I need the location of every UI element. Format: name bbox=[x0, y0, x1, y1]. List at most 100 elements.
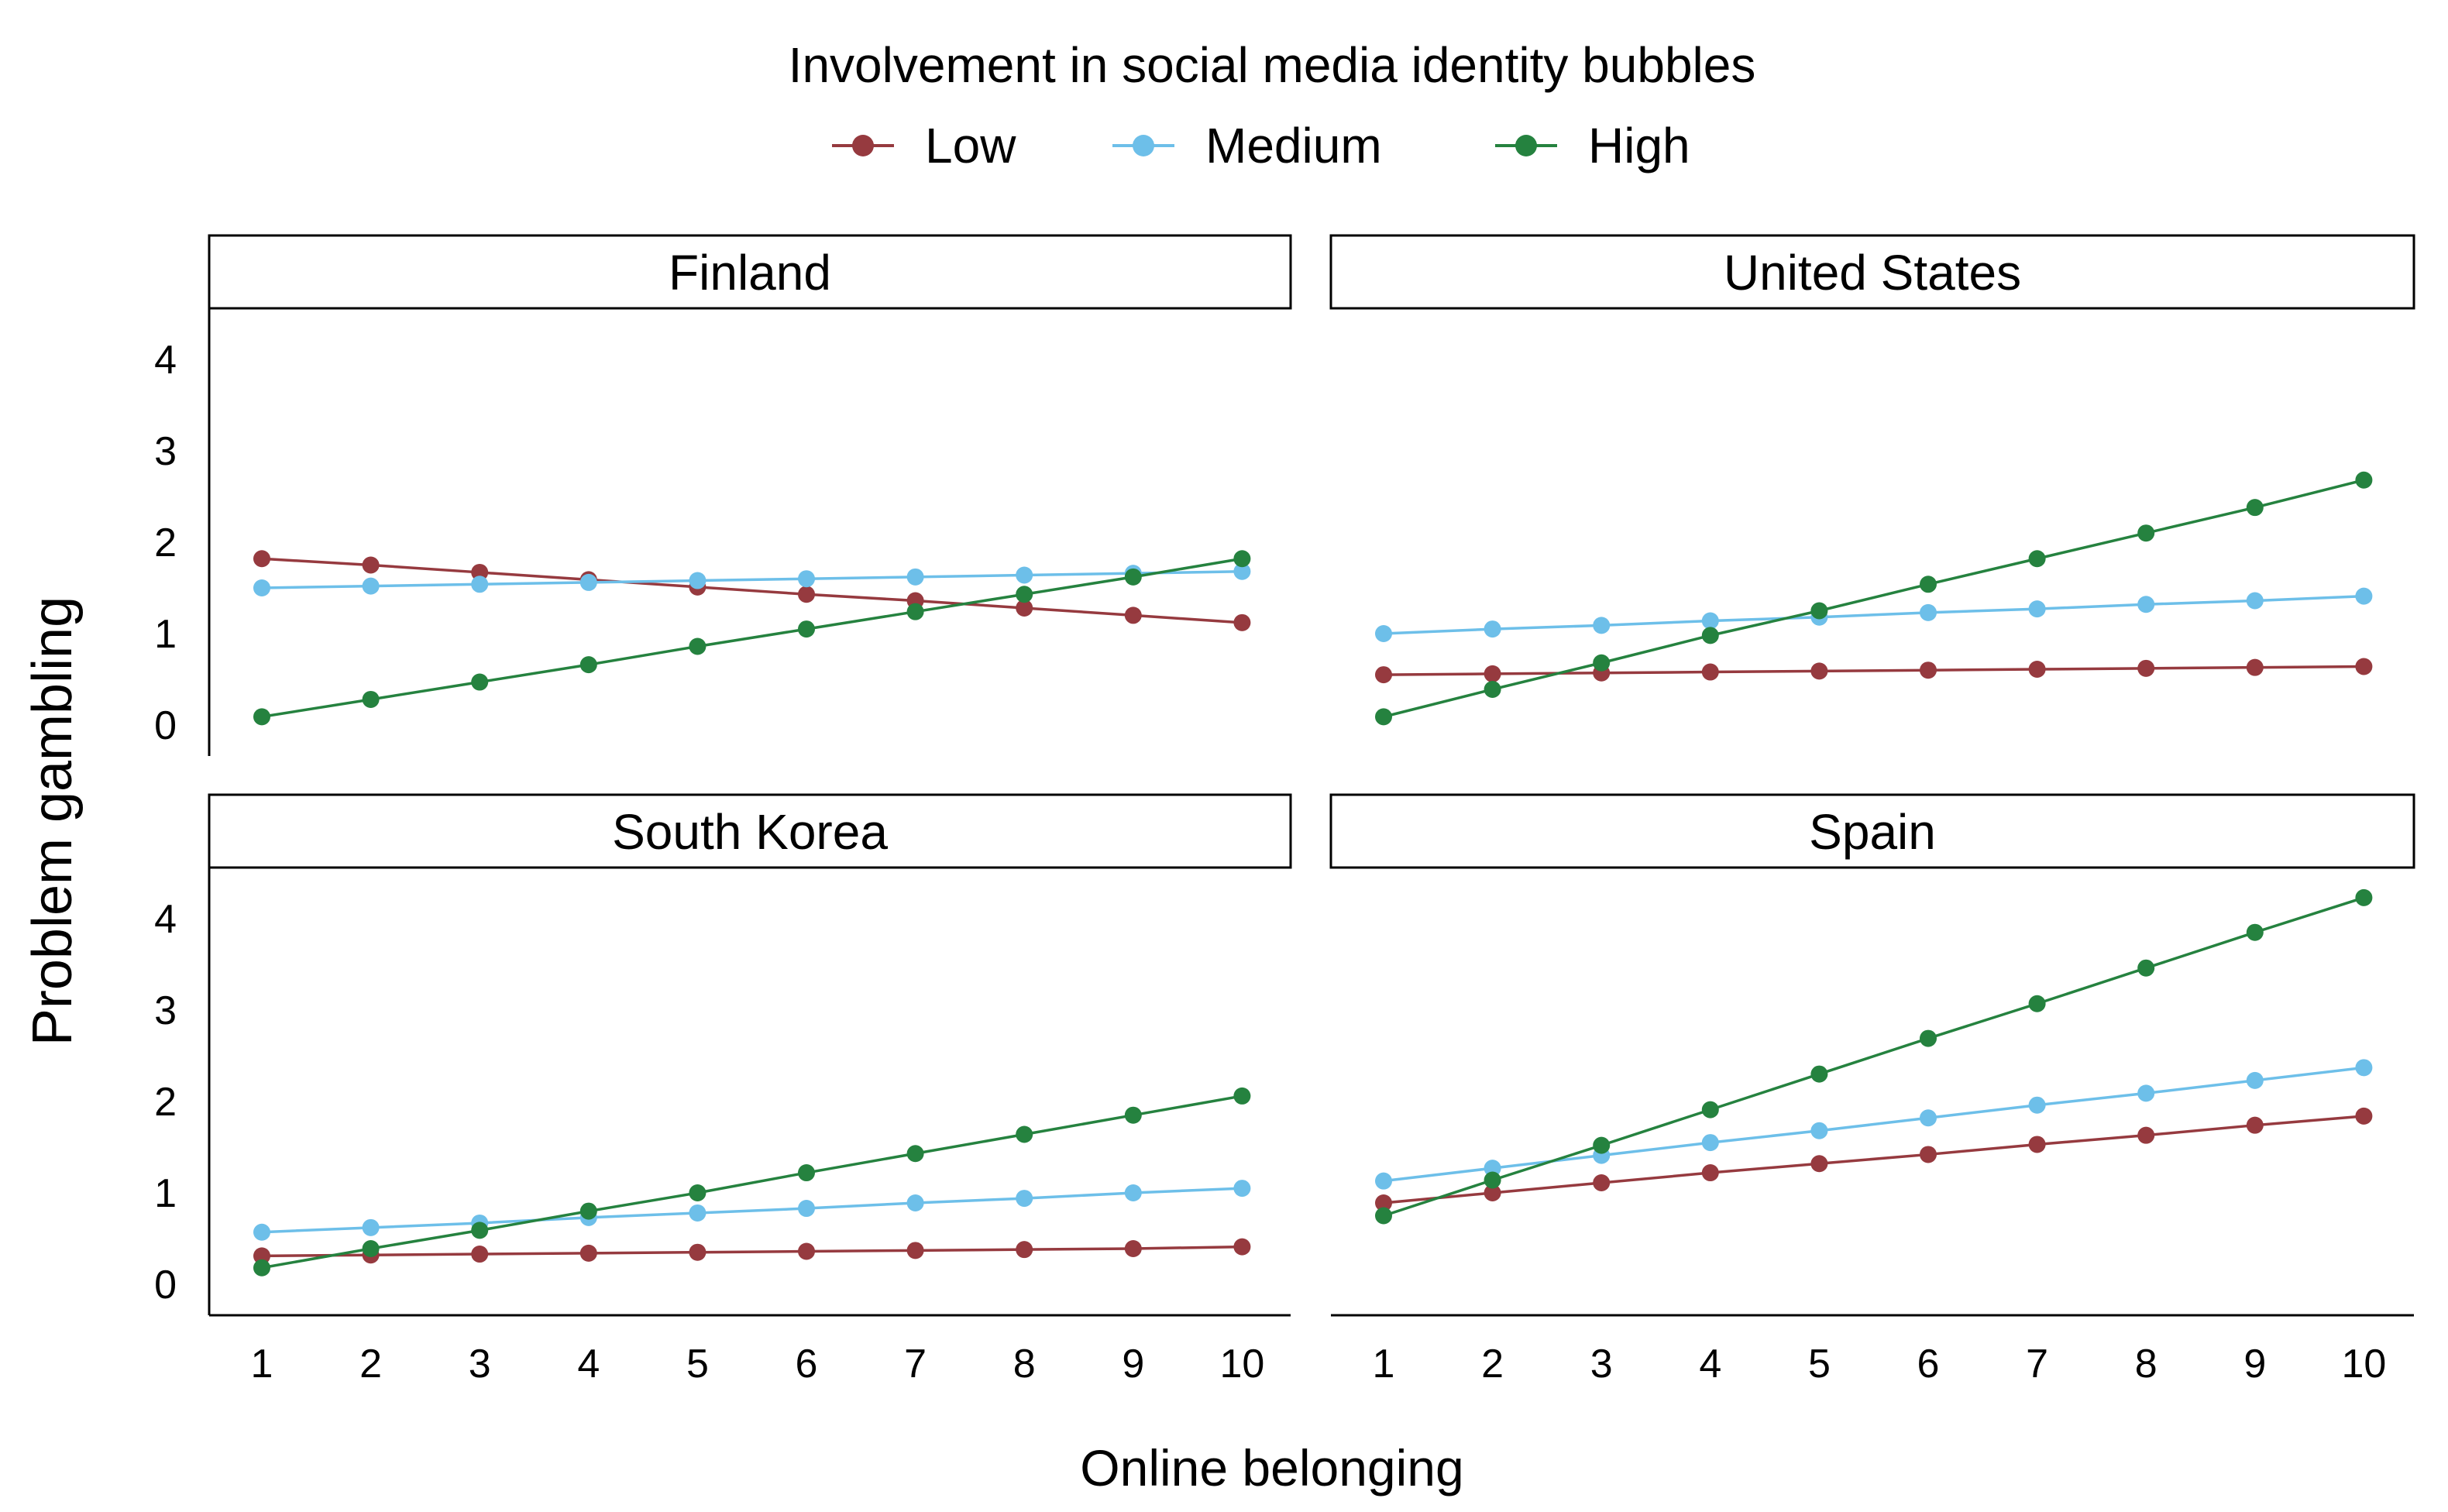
data-point-finland-low[interactable] bbox=[798, 586, 815, 603]
data-point-finland-low[interactable] bbox=[1124, 607, 1142, 624]
data-point-spain-medium[interactable] bbox=[1701, 1134, 1719, 1152]
data-point-finland-medium[interactable] bbox=[471, 576, 489, 593]
data-point-south-korea-high[interactable] bbox=[906, 1145, 924, 1163]
data-point-united-states-high[interactable] bbox=[1375, 708, 1392, 726]
data-point-spain-low[interactable] bbox=[1375, 1194, 1392, 1211]
data-point-spain-low[interactable] bbox=[1701, 1164, 1719, 1182]
data-point-spain-low[interactable] bbox=[1920, 1146, 1937, 1163]
data-point-united-states-medium[interactable] bbox=[1484, 620, 1501, 638]
data-point-finland-high[interactable] bbox=[689, 637, 707, 655]
data-point-united-states-low[interactable] bbox=[1920, 662, 1937, 679]
data-point-united-states-low[interactable] bbox=[2355, 658, 2373, 675]
data-point-finland-high[interactable] bbox=[798, 620, 815, 638]
data-point-finland-low[interactable] bbox=[1233, 613, 1251, 631]
data-point-spain-low[interactable] bbox=[1810, 1155, 1828, 1173]
data-point-spain-medium[interactable] bbox=[1375, 1172, 1392, 1190]
data-point-south-korea-medium[interactable] bbox=[362, 1218, 380, 1236]
data-point-finland-low[interactable] bbox=[253, 550, 270, 568]
data-point-spain-low[interactable] bbox=[2137, 1126, 2155, 1144]
data-point-finland-low[interactable] bbox=[362, 556, 380, 574]
data-point-finland-medium[interactable] bbox=[689, 572, 707, 589]
data-point-finland-high[interactable] bbox=[362, 690, 380, 708]
data-point-united-states-high[interactable] bbox=[1701, 627, 1719, 644]
data-point-finland-high[interactable] bbox=[253, 708, 270, 726]
data-point-south-korea-low[interactable] bbox=[1124, 1239, 1142, 1257]
data-point-south-korea-high[interactable] bbox=[1124, 1106, 1142, 1124]
data-point-spain-high[interactable] bbox=[1484, 1171, 1501, 1189]
data-point-south-korea-high[interactable] bbox=[798, 1164, 815, 1182]
data-point-south-korea-low[interactable] bbox=[253, 1247, 270, 1265]
data-point-united-states-high[interactable] bbox=[2028, 550, 2046, 568]
data-point-united-states-high[interactable] bbox=[1484, 680, 1501, 698]
data-point-united-states-high[interactable] bbox=[1593, 654, 1611, 672]
data-point-united-states-medium[interactable] bbox=[2355, 587, 2373, 605]
data-point-united-states-high[interactable] bbox=[2246, 499, 2264, 517]
data-point-south-korea-medium[interactable] bbox=[253, 1223, 270, 1241]
data-point-south-korea-high[interactable] bbox=[362, 1239, 380, 1257]
data-point-south-korea-medium[interactable] bbox=[1016, 1190, 1033, 1208]
data-point-finland-medium[interactable] bbox=[798, 570, 815, 588]
data-point-united-states-low[interactable] bbox=[1484, 665, 1501, 682]
data-point-united-states-high[interactable] bbox=[1810, 602, 1828, 620]
data-point-spain-high[interactable] bbox=[1593, 1136, 1611, 1154]
data-point-finland-medium[interactable] bbox=[906, 568, 924, 586]
data-point-south-korea-high[interactable] bbox=[1016, 1125, 1033, 1143]
data-point-south-korea-medium[interactable] bbox=[798, 1200, 815, 1218]
data-point-finland-high[interactable] bbox=[1124, 568, 1142, 586]
data-point-south-korea-medium[interactable] bbox=[689, 1204, 707, 1222]
data-point-south-korea-low[interactable] bbox=[798, 1242, 815, 1260]
data-point-united-states-medium[interactable] bbox=[2246, 592, 2264, 610]
legend-item-high[interactable]: High bbox=[1495, 118, 1690, 174]
data-point-south-korea-low[interactable] bbox=[689, 1243, 707, 1261]
data-point-spain-medium[interactable] bbox=[1484, 1160, 1501, 1177]
data-point-spain-medium[interactable] bbox=[2246, 1071, 2264, 1089]
data-point-spain-high[interactable] bbox=[1701, 1101, 1719, 1119]
data-point-spain-low[interactable] bbox=[2355, 1107, 2373, 1125]
data-point-finland-high[interactable] bbox=[579, 656, 597, 674]
data-point-spain-low[interactable] bbox=[1593, 1174, 1611, 1192]
data-point-united-states-low[interactable] bbox=[1375, 666, 1392, 684]
data-point-south-korea-low[interactable] bbox=[1233, 1238, 1251, 1256]
data-point-spain-medium[interactable] bbox=[1810, 1122, 1828, 1139]
data-point-south-korea-low[interactable] bbox=[471, 1246, 489, 1263]
data-point-finland-low[interactable] bbox=[1016, 599, 1033, 617]
data-point-finland-high[interactable] bbox=[471, 673, 489, 691]
data-point-spain-high[interactable] bbox=[1375, 1207, 1392, 1225]
data-point-united-states-high[interactable] bbox=[2137, 524, 2155, 542]
data-point-united-states-low[interactable] bbox=[2028, 661, 2046, 679]
data-point-finland-medium[interactable] bbox=[253, 579, 270, 596]
data-point-finland-high[interactable] bbox=[1016, 586, 1033, 603]
data-point-spain-high[interactable] bbox=[1920, 1029, 1937, 1047]
data-point-south-korea-low[interactable] bbox=[579, 1244, 597, 1262]
data-point-south-korea-low[interactable] bbox=[1016, 1241, 1033, 1259]
data-point-united-states-medium[interactable] bbox=[1920, 603, 1937, 621]
data-point-finland-low[interactable] bbox=[471, 563, 489, 581]
data-point-finland-high[interactable] bbox=[1233, 550, 1251, 568]
data-point-spain-high[interactable] bbox=[2028, 995, 2046, 1012]
data-point-united-states-high[interactable] bbox=[1920, 576, 1937, 593]
data-point-spain-medium[interactable] bbox=[2355, 1059, 2373, 1077]
data-point-spain-low[interactable] bbox=[2246, 1116, 2264, 1134]
data-point-spain-high[interactable] bbox=[2137, 959, 2155, 977]
data-point-spain-high[interactable] bbox=[2355, 888, 2373, 906]
data-point-finland-medium[interactable] bbox=[1233, 562, 1251, 580]
data-point-spain-low[interactable] bbox=[1484, 1184, 1501, 1201]
data-point-finland-medium[interactable] bbox=[362, 577, 380, 595]
data-point-spain-high[interactable] bbox=[1810, 1065, 1828, 1083]
data-point-south-korea-medium[interactable] bbox=[1233, 1180, 1251, 1198]
data-point-south-korea-high[interactable] bbox=[1233, 1087, 1251, 1105]
data-point-south-korea-high[interactable] bbox=[579, 1202, 597, 1220]
data-point-spain-high[interactable] bbox=[2246, 923, 2264, 941]
data-point-south-korea-medium[interactable] bbox=[906, 1194, 924, 1211]
data-point-south-korea-medium[interactable] bbox=[1124, 1184, 1142, 1201]
data-point-south-korea-high[interactable] bbox=[471, 1222, 489, 1239]
data-point-spain-medium[interactable] bbox=[2137, 1084, 2155, 1102]
data-point-south-korea-high[interactable] bbox=[253, 1259, 270, 1277]
legend-item-medium[interactable]: Medium bbox=[1112, 118, 1382, 174]
data-point-united-states-medium[interactable] bbox=[1375, 625, 1392, 642]
data-point-united-states-medium[interactable] bbox=[1701, 612, 1719, 630]
legend-item-low[interactable]: Low bbox=[832, 118, 1016, 174]
data-point-spain-medium[interactable] bbox=[2028, 1096, 2046, 1114]
data-point-united-states-low[interactable] bbox=[1701, 663, 1719, 681]
data-point-united-states-low[interactable] bbox=[2137, 659, 2155, 677]
